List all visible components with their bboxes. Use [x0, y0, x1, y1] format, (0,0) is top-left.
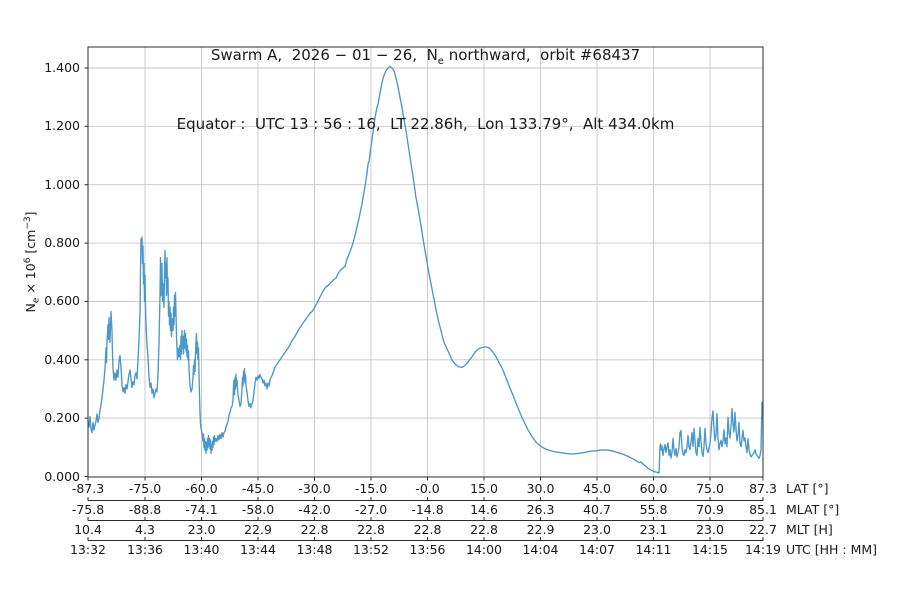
x-tick-label: 55.8 [639, 501, 668, 517]
x-tick-label: -58.0 [241, 501, 275, 517]
x-tick-label: -74.1 [185, 501, 218, 517]
x-tick-label: -42.0 [298, 501, 331, 517]
title-text: northward, orbit #68437 [443, 46, 641, 64]
ylabel-text: ] [23, 211, 39, 217]
title-text: Swarm A, 2026 − 01 − 26, N [210, 46, 438, 64]
y-axis-label: Ne × 106 [cm−3] [23, 182, 43, 342]
x-tick-label: -75.8 [71, 501, 105, 517]
x-tick-label: 22.7 [749, 521, 777, 537]
x-tick-label: 30.0 [526, 481, 555, 496]
y-tick-label: 0.600 [44, 293, 80, 309]
x-tick-label: 23.0 [583, 521, 611, 537]
x-tick-label: -88.8 [128, 501, 162, 517]
x-tick-label: -60.0 [185, 481, 218, 496]
chart-title: Swarm A, 2026 − 01 − 26, Ne northward, o… [88, 3, 763, 177]
title-line-2: Equator : UTC 13 : 56 : 16, LT 22.86h, L… [176, 115, 675, 133]
x-tick-label: 22.9 [244, 521, 272, 537]
x-tick-label: -27.0 [354, 501, 388, 517]
x-tick-label: 13:56 [409, 541, 446, 557]
y-tick-label: 1.000 [44, 176, 80, 192]
x-tick-label: 75.0 [696, 481, 724, 496]
x-tick-label: 22.8 [470, 521, 498, 537]
x-tick-label: 13:36 [126, 541, 164, 557]
x-tick-label: 4.3 [135, 521, 155, 537]
x-tick-label: -75.0 [128, 481, 162, 496]
x-tick-label: 14:11 [635, 541, 672, 557]
x-tick-label: 13:48 [296, 541, 333, 557]
x-tick-label: 15.0 [470, 481, 498, 496]
x-tick-label: 45.0 [583, 481, 611, 496]
x-tick-label: 22.8 [300, 521, 329, 537]
ylabel-superscript: 6 [23, 257, 33, 264]
x-tick-label: 10.4 [74, 521, 102, 537]
x-tick-label: 14:15 [691, 541, 729, 557]
x-tick-label: 70.9 [696, 501, 724, 517]
y-tick-label: 0.000 [44, 468, 80, 484]
x-tick-label: 22.9 [526, 521, 555, 537]
title-line-1: Swarm A, 2026 − 01 − 26, Ne northward, o… [88, 45, 763, 72]
x-tick-label: 14.6 [470, 501, 498, 517]
x-tick-label: 13:52 [352, 541, 390, 557]
x-tick-label: 26.3 [526, 501, 555, 517]
x-tick-label: 23.0 [187, 521, 216, 537]
x-tick-label: 87.3 [749, 481, 777, 496]
ne-data-line [87, 65, 764, 474]
x-tick-label: -87.3 [71, 481, 105, 496]
y-tick-label: 0.400 [44, 351, 80, 367]
x-tick-label: 60.0 [639, 481, 668, 496]
x-tick-label: -14.8 [411, 501, 444, 517]
x-tick-label: -0.0 [415, 481, 440, 496]
x-axis-row-name: MLT [H] [786, 521, 833, 537]
x-tick-label: 23.0 [696, 521, 724, 537]
x-tick-label: 85.1 [749, 501, 777, 517]
y-tick-label: 1.400 [44, 60, 80, 75]
x-tick-label: -15.0 [354, 481, 388, 496]
ylabel-text: × 10 [23, 263, 39, 298]
x-tick-label: 13:40 [183, 541, 220, 557]
x-tick-label: 14:04 [522, 541, 559, 557]
x-tick-label: -45.0 [241, 481, 275, 496]
y-tick-label: 1.200 [44, 118, 80, 134]
x-axis-row-name: MLAT [°] [786, 501, 840, 517]
y-tick-label: 0.800 [44, 235, 80, 251]
x-tick-label: 14:07 [578, 541, 616, 557]
y-tick-label: 0.200 [44, 410, 80, 426]
x-tick-label: 23.1 [639, 521, 668, 537]
plot-border [87, 46, 764, 478]
title-subscript: e [437, 56, 444, 67]
x-tick-label: 22.8 [413, 521, 442, 537]
x-tick-label: 13:32 [69, 541, 107, 557]
x-tick-label: -30.0 [298, 481, 331, 496]
x-axis-row-name: UTC [HH : MM] [786, 541, 878, 557]
x-tick-label: 14:00 [465, 541, 503, 557]
x-tick-label: 13:44 [239, 541, 277, 557]
ylabel-superscript: −3 [23, 216, 33, 230]
x-tick-label: 14:19 [744, 541, 782, 557]
x-axis-row-name: LAT [°] [786, 481, 829, 496]
x-tick-label: 22.8 [357, 521, 385, 537]
x-tick-label: 40.7 [583, 501, 611, 517]
